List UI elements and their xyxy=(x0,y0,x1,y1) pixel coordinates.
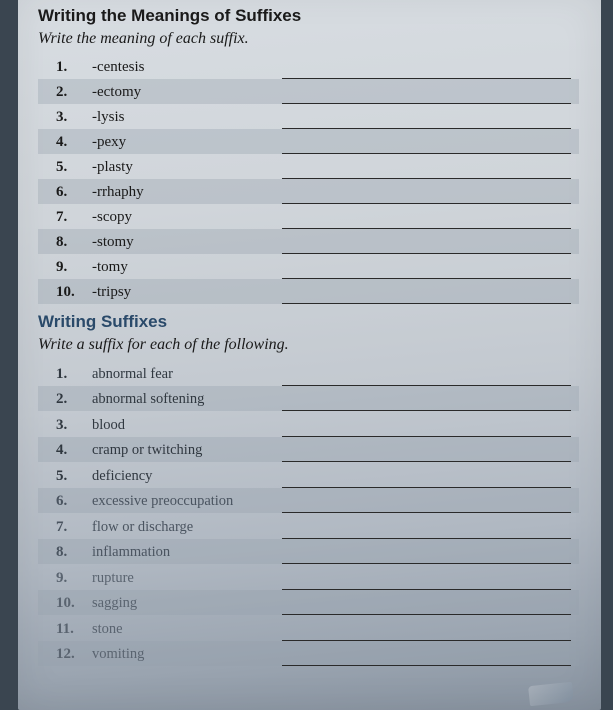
list-item: 6. -rrhaphy xyxy=(38,179,579,204)
item-term: sagging xyxy=(92,595,282,615)
item-term: excessive preoccupation xyxy=(92,493,282,513)
item-number: 7. xyxy=(56,519,92,539)
item-number: 12. xyxy=(56,646,92,666)
item-term: cramp or twitching xyxy=(92,442,282,462)
item-term: -rrhaphy xyxy=(92,184,282,204)
page-curl xyxy=(528,682,574,706)
item-term: abnormal fear xyxy=(92,366,282,386)
item-number: 4. xyxy=(56,134,92,154)
list-item: 5. -plasty xyxy=(38,154,579,179)
section2-instruction: Write a suffix for each of the following… xyxy=(38,336,579,354)
list-item: 2. -ectomy xyxy=(38,79,579,104)
list-item: 4. cramp or twitching xyxy=(38,437,579,463)
answer-line[interactable] xyxy=(282,136,571,154)
item-number: 5. xyxy=(56,468,92,488)
list-item: 3. blood xyxy=(38,411,579,437)
list-item: 12. vomiting xyxy=(38,641,579,667)
answer-line[interactable] xyxy=(282,211,571,229)
answer-line[interactable] xyxy=(282,261,571,279)
item-number: 7. xyxy=(56,209,92,229)
list-item: 7. flow or discharge xyxy=(38,513,579,539)
item-number: 9. xyxy=(56,570,92,590)
answer-line[interactable] xyxy=(282,61,571,79)
item-number: 1. xyxy=(56,59,92,79)
list-item: 8. inflammation xyxy=(38,539,579,565)
item-term: stone xyxy=(92,621,282,641)
item-term: blood xyxy=(92,417,282,437)
list-item: 5. deficiency xyxy=(38,462,579,488)
item-number: 6. xyxy=(56,493,92,513)
section2: Writing Suffixes Write a suffix for each… xyxy=(38,312,579,666)
answer-line[interactable] xyxy=(282,186,571,204)
item-term: -tripsy xyxy=(92,284,282,304)
list-item: 10. -tripsy xyxy=(38,279,579,304)
item-term: abnormal softening xyxy=(92,391,282,411)
list-item: 11. stone xyxy=(38,615,579,641)
section2-heading: Writing Suffixes xyxy=(38,312,579,332)
answer-line[interactable] xyxy=(282,648,571,666)
list-item: 10. sagging xyxy=(38,590,579,616)
answer-line[interactable] xyxy=(282,623,571,641)
answer-line[interactable] xyxy=(282,521,571,539)
list-item: 8. -stomy xyxy=(38,229,579,254)
item-number: 11. xyxy=(56,621,92,641)
item-term: flow or discharge xyxy=(92,519,282,539)
answer-line[interactable] xyxy=(282,236,571,254)
item-term: -lysis xyxy=(92,109,282,129)
item-number: 4. xyxy=(56,442,92,462)
item-number: 8. xyxy=(56,544,92,564)
list-item: 4. -pexy xyxy=(38,129,579,154)
item-number: 10. xyxy=(56,595,92,615)
item-number: 2. xyxy=(56,391,92,411)
item-number: 9. xyxy=(56,259,92,279)
item-number: 6. xyxy=(56,184,92,204)
item-term: -tomy xyxy=(92,259,282,279)
item-number: 5. xyxy=(56,159,92,179)
answer-line[interactable] xyxy=(282,286,571,304)
item-number: 8. xyxy=(56,234,92,254)
answer-line[interactable] xyxy=(282,470,571,488)
list-item: 6. excessive preoccupation xyxy=(38,488,579,514)
section1-instruction: Write the meaning of each suffix. xyxy=(38,30,579,48)
answer-line[interactable] xyxy=(282,368,571,386)
list-item: 9. -tomy xyxy=(38,254,579,279)
item-term: -stomy xyxy=(92,234,282,254)
section2-list: 1. abnormal fear 2. abnormal softening 3… xyxy=(38,360,579,666)
item-number: 2. xyxy=(56,84,92,104)
item-term: -scopy xyxy=(92,209,282,229)
list-item: 7. -scopy xyxy=(38,204,579,229)
list-item: 3. -lysis xyxy=(38,104,579,129)
list-item: 9. rupture xyxy=(38,564,579,590)
item-term: -pexy xyxy=(92,134,282,154)
item-term: -centesis xyxy=(92,59,282,79)
item-number: 3. xyxy=(56,417,92,437)
worksheet-page: Writing the Meanings of Suffixes Write t… xyxy=(18,0,601,710)
section1-list: 1. -centesis 2. -ectomy 3. -lysis 4. -pe… xyxy=(38,54,579,304)
answer-line[interactable] xyxy=(282,86,571,104)
answer-line[interactable] xyxy=(282,393,571,411)
section1-heading: Writing the Meanings of Suffixes xyxy=(38,6,579,26)
answer-line[interactable] xyxy=(282,572,571,590)
answer-line[interactable] xyxy=(282,419,571,437)
answer-line[interactable] xyxy=(282,111,571,129)
item-term: inflammation xyxy=(92,544,282,564)
answer-line[interactable] xyxy=(282,597,571,615)
answer-line[interactable] xyxy=(282,546,571,564)
list-item: 1. abnormal fear xyxy=(38,360,579,386)
answer-line[interactable] xyxy=(282,161,571,179)
item-term: rupture xyxy=(92,570,282,590)
item-term: -plasty xyxy=(92,159,282,179)
item-number: 1. xyxy=(56,366,92,386)
list-item: 1. -centesis xyxy=(38,54,579,79)
item-term: vomiting xyxy=(92,646,282,666)
item-term: -ectomy xyxy=(92,84,282,104)
answer-line[interactable] xyxy=(282,444,571,462)
item-term: deficiency xyxy=(92,468,282,488)
answer-line[interactable] xyxy=(282,495,571,513)
list-item: 2. abnormal softening xyxy=(38,386,579,412)
item-number: 3. xyxy=(56,109,92,129)
item-number: 10. xyxy=(56,284,92,304)
